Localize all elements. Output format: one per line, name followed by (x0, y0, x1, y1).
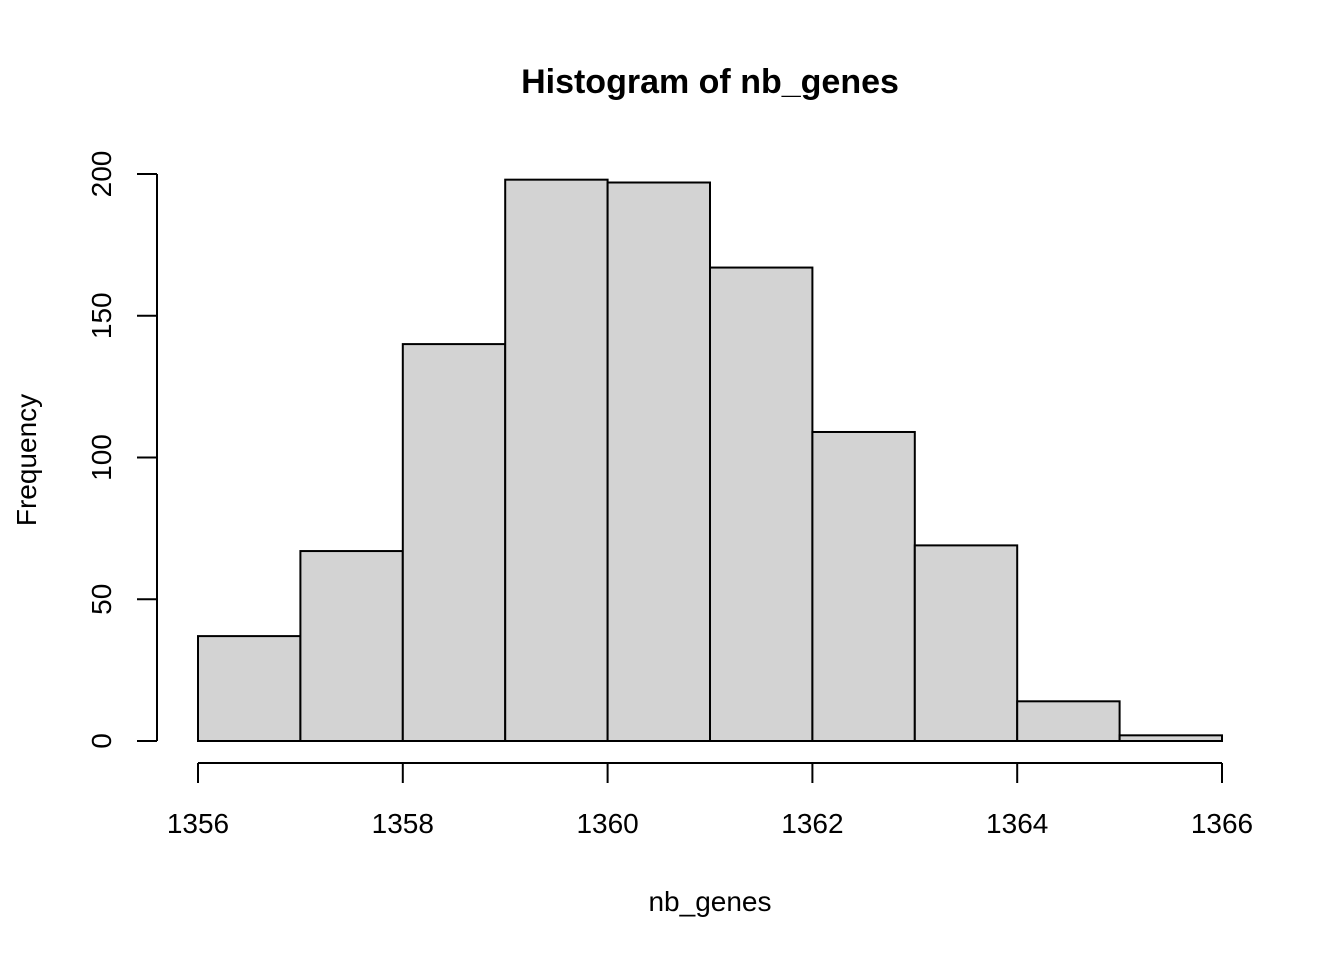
histogram-bar (197, 635, 302, 742)
y-axis-label: Frequency (11, 394, 42, 526)
y-tick-label: 0 (86, 733, 117, 749)
x-axis-label: nb_genes (648, 886, 771, 917)
x-axis-ticks: 1356 1358 1360 1362 1364 1366 (167, 763, 1253, 839)
x-tick-label: 1360 (576, 808, 638, 839)
histogram-bar (299, 550, 404, 742)
chart-title: Histogram of nb_genes (521, 63, 899, 101)
histogram-bar (1016, 700, 1121, 742)
x-tick-label: 1358 (372, 808, 434, 839)
x-tick-label: 1364 (986, 808, 1048, 839)
y-tick-label: 200 (86, 151, 117, 198)
histogram-bar (1118, 734, 1223, 743)
x-tick-label: 1366 (1191, 808, 1253, 839)
y-tick-label: 100 (86, 434, 117, 481)
y-tick-label: 50 (86, 584, 117, 615)
histogram-bar (401, 343, 507, 742)
histogram-bar (913, 544, 1019, 743)
histogram-bar (709, 266, 814, 742)
histogram-bar (811, 430, 916, 742)
histogram-bar (606, 181, 711, 742)
bars-group (197, 178, 1223, 743)
x-tick-label: 1356 (167, 808, 229, 839)
y-axis-ticks: 0 50 100 150 200 (86, 151, 157, 749)
x-tick-label: 1362 (781, 808, 843, 839)
y-tick-label: 150 (86, 292, 117, 339)
histogram-bar (504, 178, 609, 743)
